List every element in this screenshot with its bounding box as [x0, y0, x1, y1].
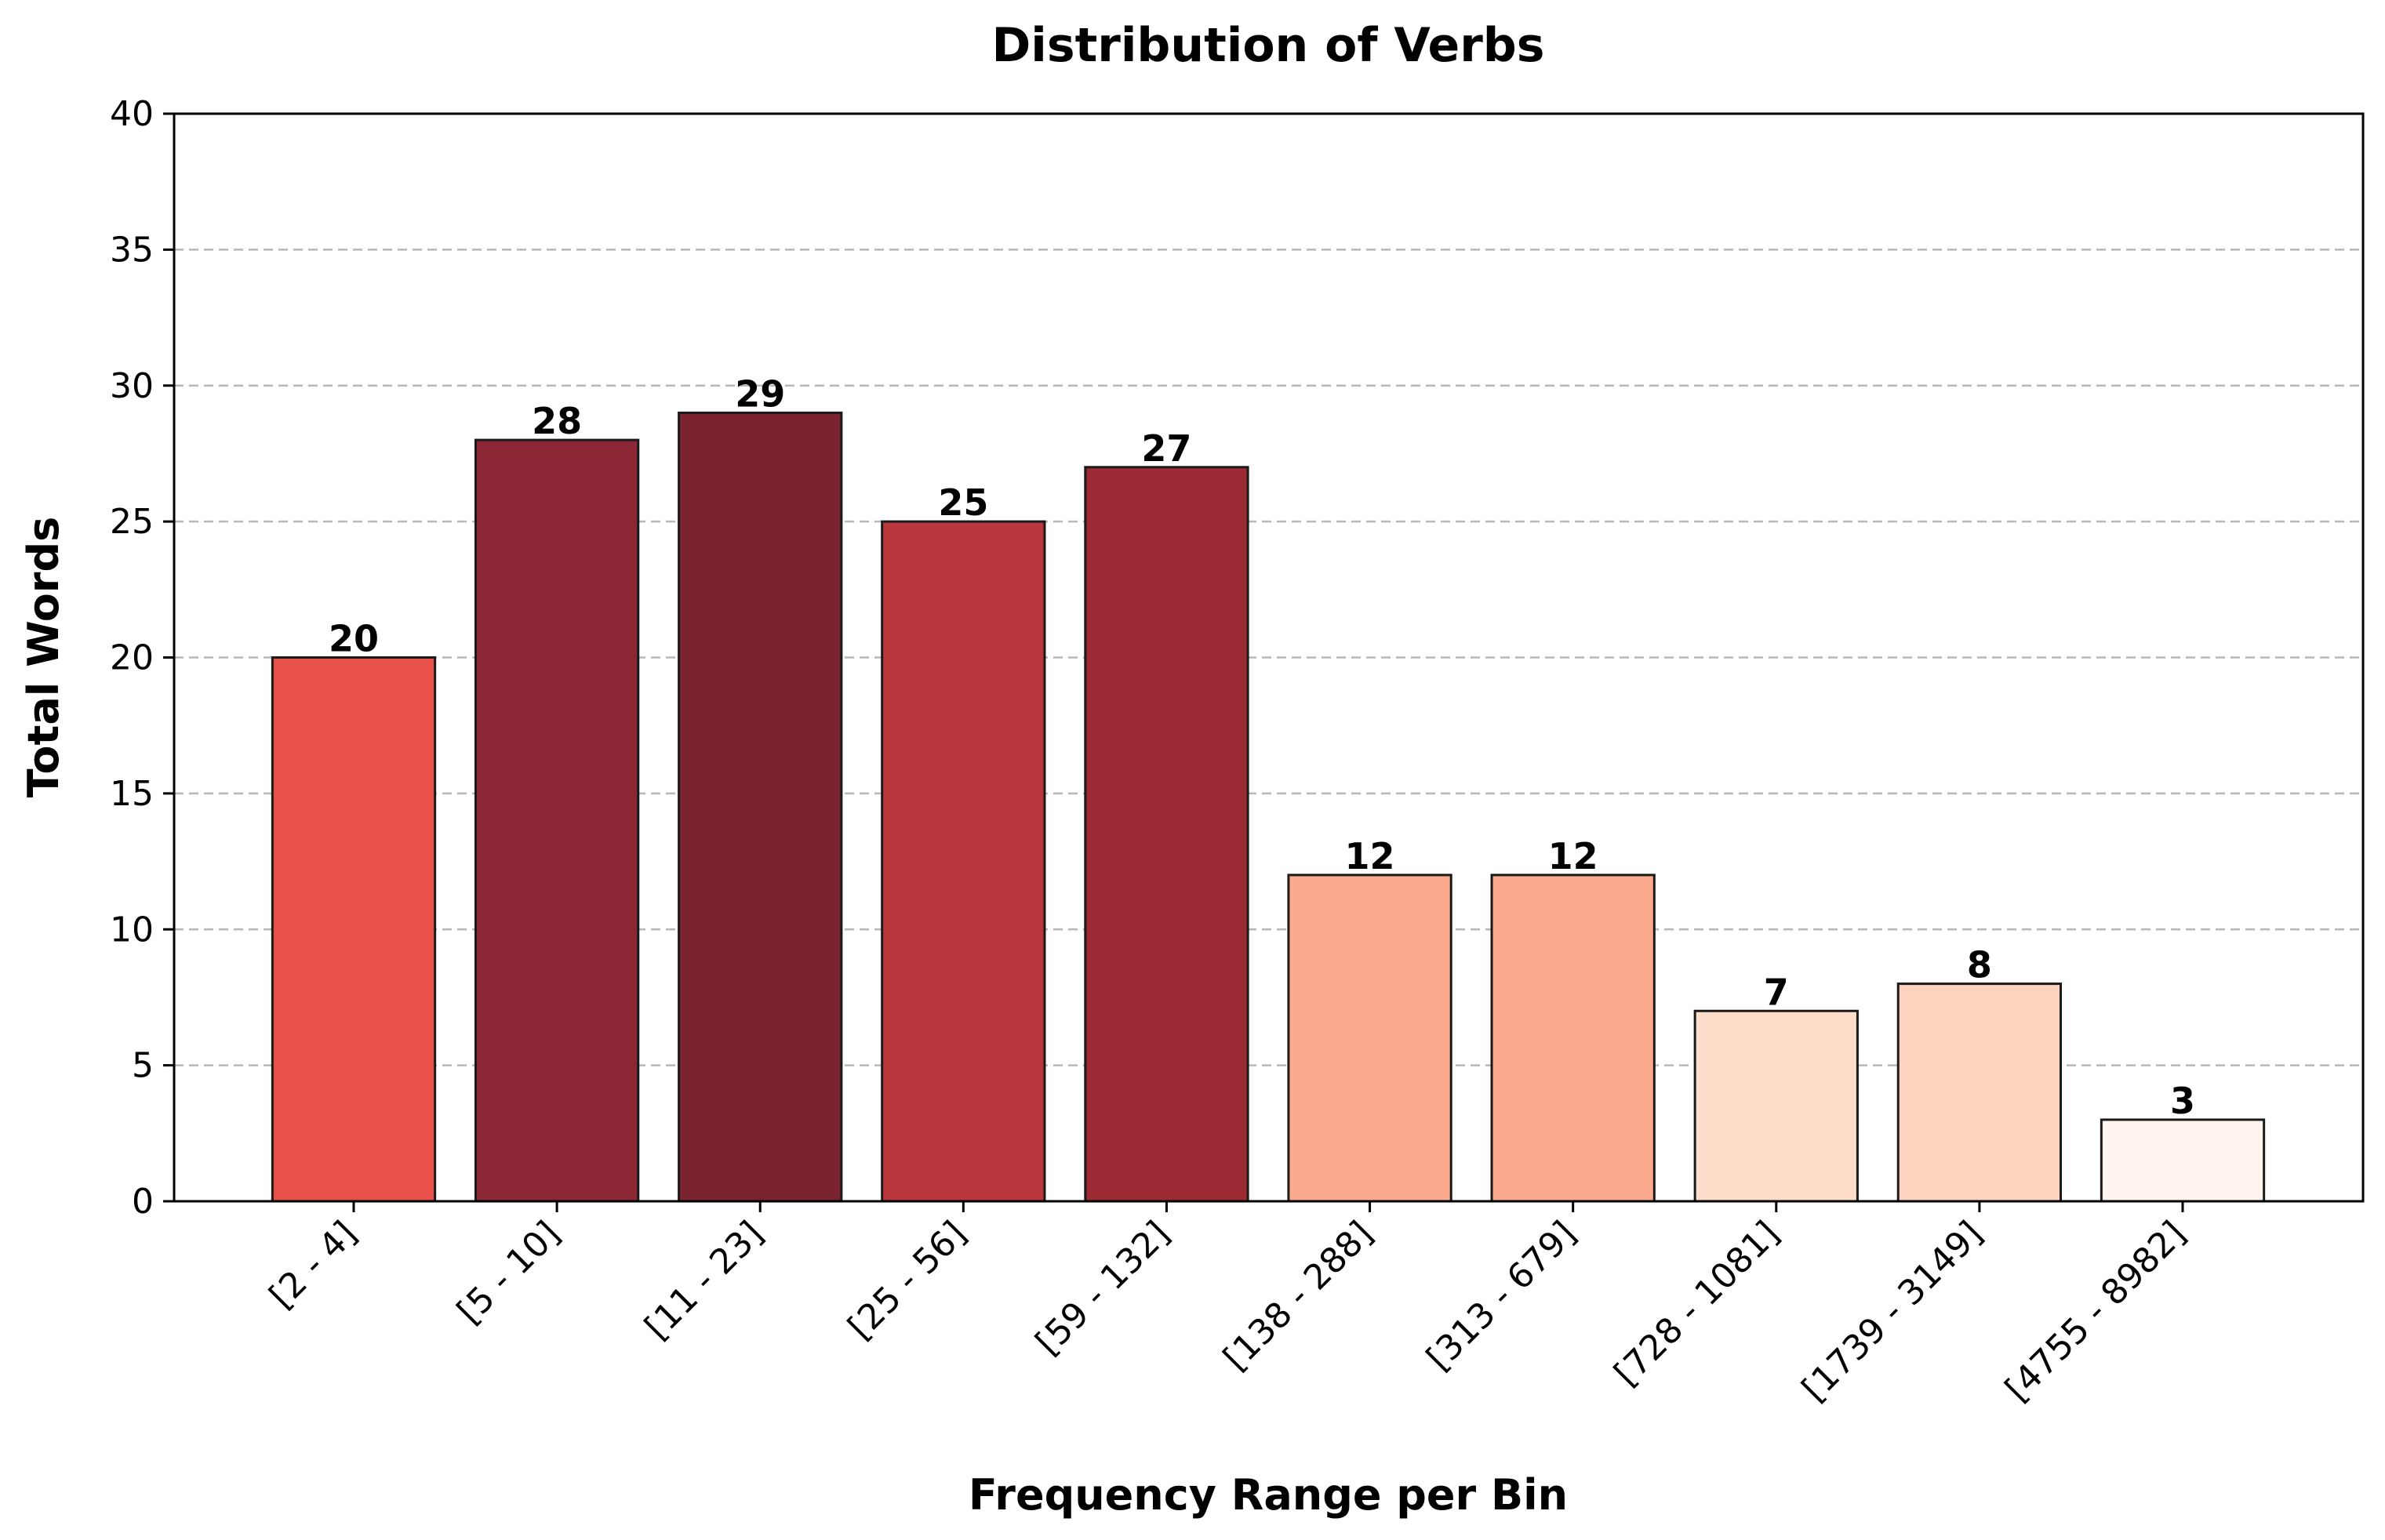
x-axis-ticks: [2 - 4] [5 - 10] [11 - 23] [25 - 56] [59 - 1…	[262, 1201, 2194, 1409]
bar	[1084, 466, 1249, 1203]
y-tick-label: 10	[110, 910, 154, 950]
bar	[1896, 982, 2063, 1203]
y-axis-ticks: 0 5 10 15 20 25 30 35 40	[110, 94, 174, 1222]
x-tick-label: [25 - 56]	[841, 1214, 975, 1348]
y-axis-label: Total Words	[19, 517, 68, 798]
bar	[271, 656, 437, 1203]
y-tick-label: 40	[110, 94, 154, 134]
bar	[1287, 874, 1452, 1203]
x-tick-label: [4755 - 8982]	[1998, 1214, 2194, 1410]
x-tick-label: [313 - 679]	[1419, 1214, 1583, 1378]
bar	[2100, 1118, 2266, 1203]
chart-title: Distribution of Verbs	[992, 18, 1545, 73]
x-axis-label: Frequency Range per Bin	[969, 1470, 1568, 1520]
bar-value-label: 25	[938, 481, 988, 524]
x-tick-label: [728 - 1081]	[1607, 1214, 1787, 1394]
bar	[1490, 874, 1656, 1203]
data-labels: 20 28 29 25 27 12 12 7 8 3	[329, 372, 2195, 1122]
bar-value-label: 8	[1967, 944, 1992, 986]
y-tick-label: 30	[110, 366, 154, 406]
x-tick-label: [59 - 132]	[1028, 1214, 1177, 1363]
bar-value-label: 29	[735, 372, 785, 415]
y-tick-label: 5	[132, 1046, 154, 1086]
y-tick-label: 20	[110, 638, 154, 678]
x-tick-label: [138 - 288]	[1216, 1214, 1380, 1378]
bar-value-label: 27	[1141, 427, 1191, 470]
y-tick-label: 35	[110, 230, 154, 270]
bar-value-label: 20	[329, 618, 379, 660]
y-tick-label: 25	[110, 502, 154, 542]
x-tick-label: [5 - 10]	[449, 1214, 568, 1332]
x-tick-label: [1739 - 3149]	[1794, 1214, 1991, 1410]
x-tick-label: [2 - 4]	[262, 1214, 365, 1317]
bar	[678, 411, 843, 1203]
bar-value-label: 28	[532, 400, 582, 442]
bar-value-label: 7	[1764, 971, 1789, 1013]
y-tick-label: 15	[110, 774, 154, 814]
bar-value-label: 12	[1345, 835, 1395, 877]
bars	[271, 411, 2266, 1203]
bar-value-label: 3	[2170, 1080, 2195, 1122]
bar	[1693, 1009, 1859, 1203]
y-tick-label: 0	[132, 1182, 154, 1222]
bar	[474, 438, 640, 1203]
x-tick-label: [11 - 23]	[637, 1214, 771, 1348]
bar-value-label: 12	[1548, 835, 1598, 877]
bar	[881, 520, 1046, 1203]
